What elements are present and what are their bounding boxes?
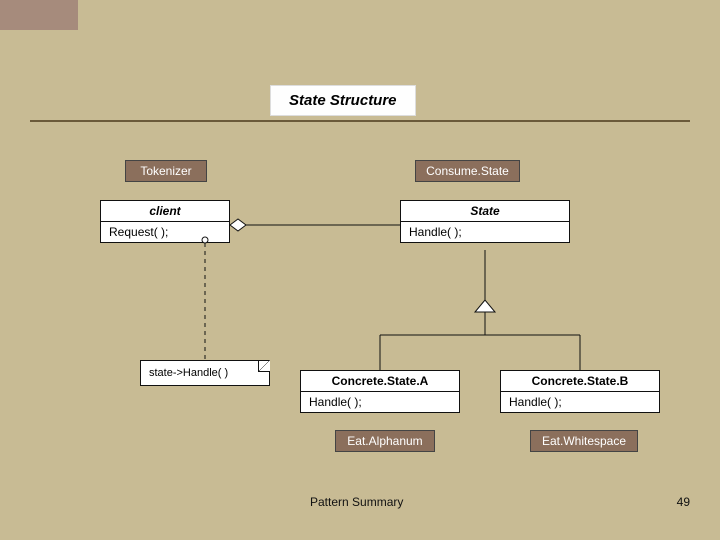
title-underline xyxy=(30,120,690,122)
page-number: 49 xyxy=(677,495,690,509)
label-tokenizer: Tokenizer xyxy=(125,160,207,182)
connector-overlay xyxy=(0,0,720,540)
footer-text: Pattern Summary xyxy=(310,495,403,509)
corner-accent xyxy=(0,0,78,30)
label-consume-state: Consume.State xyxy=(415,160,520,182)
state-op: Handle( ); xyxy=(401,222,569,242)
diamond-icon xyxy=(230,219,246,231)
uml-concrete-b: Concrete.State.B Handle( ); xyxy=(500,370,660,413)
uml-concrete-a: Concrete.State.A Handle( ); xyxy=(300,370,460,413)
label-eat-alphanum: Eat.Alphanum xyxy=(335,430,435,452)
note-text: state->Handle( ) xyxy=(149,367,228,379)
label-consume-text: Consume.State xyxy=(426,164,509,178)
eat-white-text: Eat.Whitespace xyxy=(542,434,626,448)
note-state-handle: state->Handle( ) xyxy=(140,360,270,386)
title-text: State Structure xyxy=(289,92,397,109)
uml-state: State Handle( ); xyxy=(400,200,570,243)
conc-a-name: Concrete.State.A xyxy=(301,371,459,392)
client-op: Request( ); xyxy=(101,222,229,242)
client-name: client xyxy=(101,201,229,222)
conc-a-op: Handle( ); xyxy=(301,392,459,412)
conc-b-op: Handle( ); xyxy=(501,392,659,412)
note-link xyxy=(202,237,208,360)
footer-caption: Pattern Summary xyxy=(310,495,403,509)
aggregation-line xyxy=(230,219,400,231)
eat-alpha-text: Eat.Alphanum xyxy=(347,434,422,448)
label-eat-whitespace: Eat.Whitespace xyxy=(530,430,638,452)
note-fold-icon xyxy=(258,360,270,372)
footer-page: 49 xyxy=(677,495,690,509)
conc-b-name: Concrete.State.B xyxy=(501,371,659,392)
diagram-title: State Structure xyxy=(270,85,416,116)
label-tokenizer-text: Tokenizer xyxy=(140,164,191,178)
inheritance-lines xyxy=(380,250,580,370)
uml-client: client Request( ); xyxy=(100,200,230,243)
state-name: State xyxy=(401,201,569,222)
triangle-icon xyxy=(475,300,495,312)
